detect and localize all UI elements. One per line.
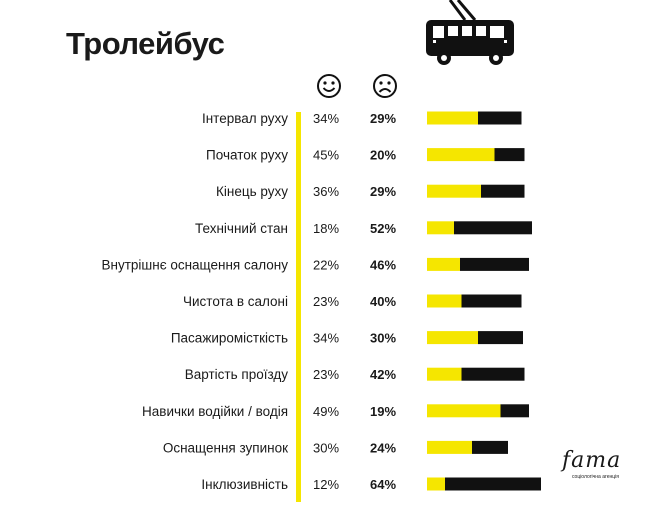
category-label: Технічний стан <box>195 221 288 236</box>
negative-value-label: 42% <box>370 367 396 382</box>
negative-bar <box>478 331 523 345</box>
positive-bar <box>427 294 462 308</box>
negative-bar <box>472 440 508 454</box>
category-label: Кінець руху <box>216 184 288 199</box>
logo-wordmark: fama <box>562 448 622 473</box>
negative-value-label: 19% <box>370 404 396 419</box>
positive-value-label: 36% <box>313 184 339 199</box>
negative-value-label: 40% <box>370 294 396 309</box>
negative-value-label: 46% <box>370 257 396 272</box>
logo-tagline: соціологічна агенція <box>572 474 619 480</box>
negative-bar <box>461 294 522 308</box>
category-label: Інклюзивність <box>201 477 288 492</box>
positive-bar <box>427 184 481 198</box>
positive-bar <box>427 221 454 235</box>
positive-value-label: 23% <box>313 294 339 309</box>
category-label: Навички водійки / водія <box>142 404 288 419</box>
trolleybus-icon <box>426 0 514 65</box>
negative-value-label: 20% <box>370 148 396 163</box>
negative-bar <box>460 257 529 271</box>
positive-value-label: 18% <box>313 221 339 236</box>
negative-bar <box>481 184 525 198</box>
fama-logo: fama соціологічна агенція <box>562 448 640 488</box>
negative-value-label: 24% <box>370 440 396 455</box>
positive-value-label: 22% <box>313 257 339 272</box>
negative-value-label: 29% <box>370 184 396 199</box>
category-label: Внутрішнє оснащення салону <box>102 257 289 272</box>
positive-value-label: 34% <box>313 331 339 346</box>
negative-bar <box>445 477 541 491</box>
negative-bar <box>500 404 529 418</box>
positive-bar <box>427 367 462 381</box>
negative-value-label: 64% <box>370 477 396 492</box>
negative-value-label: 52% <box>370 221 396 236</box>
positive-bar <box>427 257 460 271</box>
positive-bar <box>427 477 445 491</box>
positive-bar <box>427 331 478 345</box>
accent-divider <box>296 112 301 502</box>
positive-value-label: 34% <box>313 111 339 126</box>
negative-value-label: 30% <box>370 331 396 346</box>
positive-bar <box>427 440 472 454</box>
positive-value-label: 23% <box>313 367 339 382</box>
positive-value-label: 45% <box>313 148 339 163</box>
positive-value-label: 12% <box>313 477 339 492</box>
category-label: Пасажиромісткість <box>171 331 288 346</box>
category-label: Початок руху <box>206 148 288 163</box>
category-label: Інтервал руху <box>202 111 288 126</box>
positive-value-label: 49% <box>313 404 339 419</box>
category-label: Чистота в салоні <box>183 294 288 309</box>
negative-bar <box>461 367 525 381</box>
frowning-face-icon <box>373 74 397 98</box>
positive-bar <box>427 404 501 418</box>
positive-bar <box>427 111 478 125</box>
positive-value-label: 30% <box>313 440 339 455</box>
category-label: Вартість проїзду <box>185 367 288 382</box>
negative-value-label: 29% <box>370 111 396 126</box>
positive-bar <box>427 148 495 162</box>
category-label: Оснащення зупинок <box>163 440 288 455</box>
page-title: Тролейбус <box>66 26 225 61</box>
smiling-face-icon <box>317 74 341 98</box>
negative-bar <box>478 111 522 125</box>
negative-bar <box>454 221 532 235</box>
negative-bar <box>494 148 525 162</box>
